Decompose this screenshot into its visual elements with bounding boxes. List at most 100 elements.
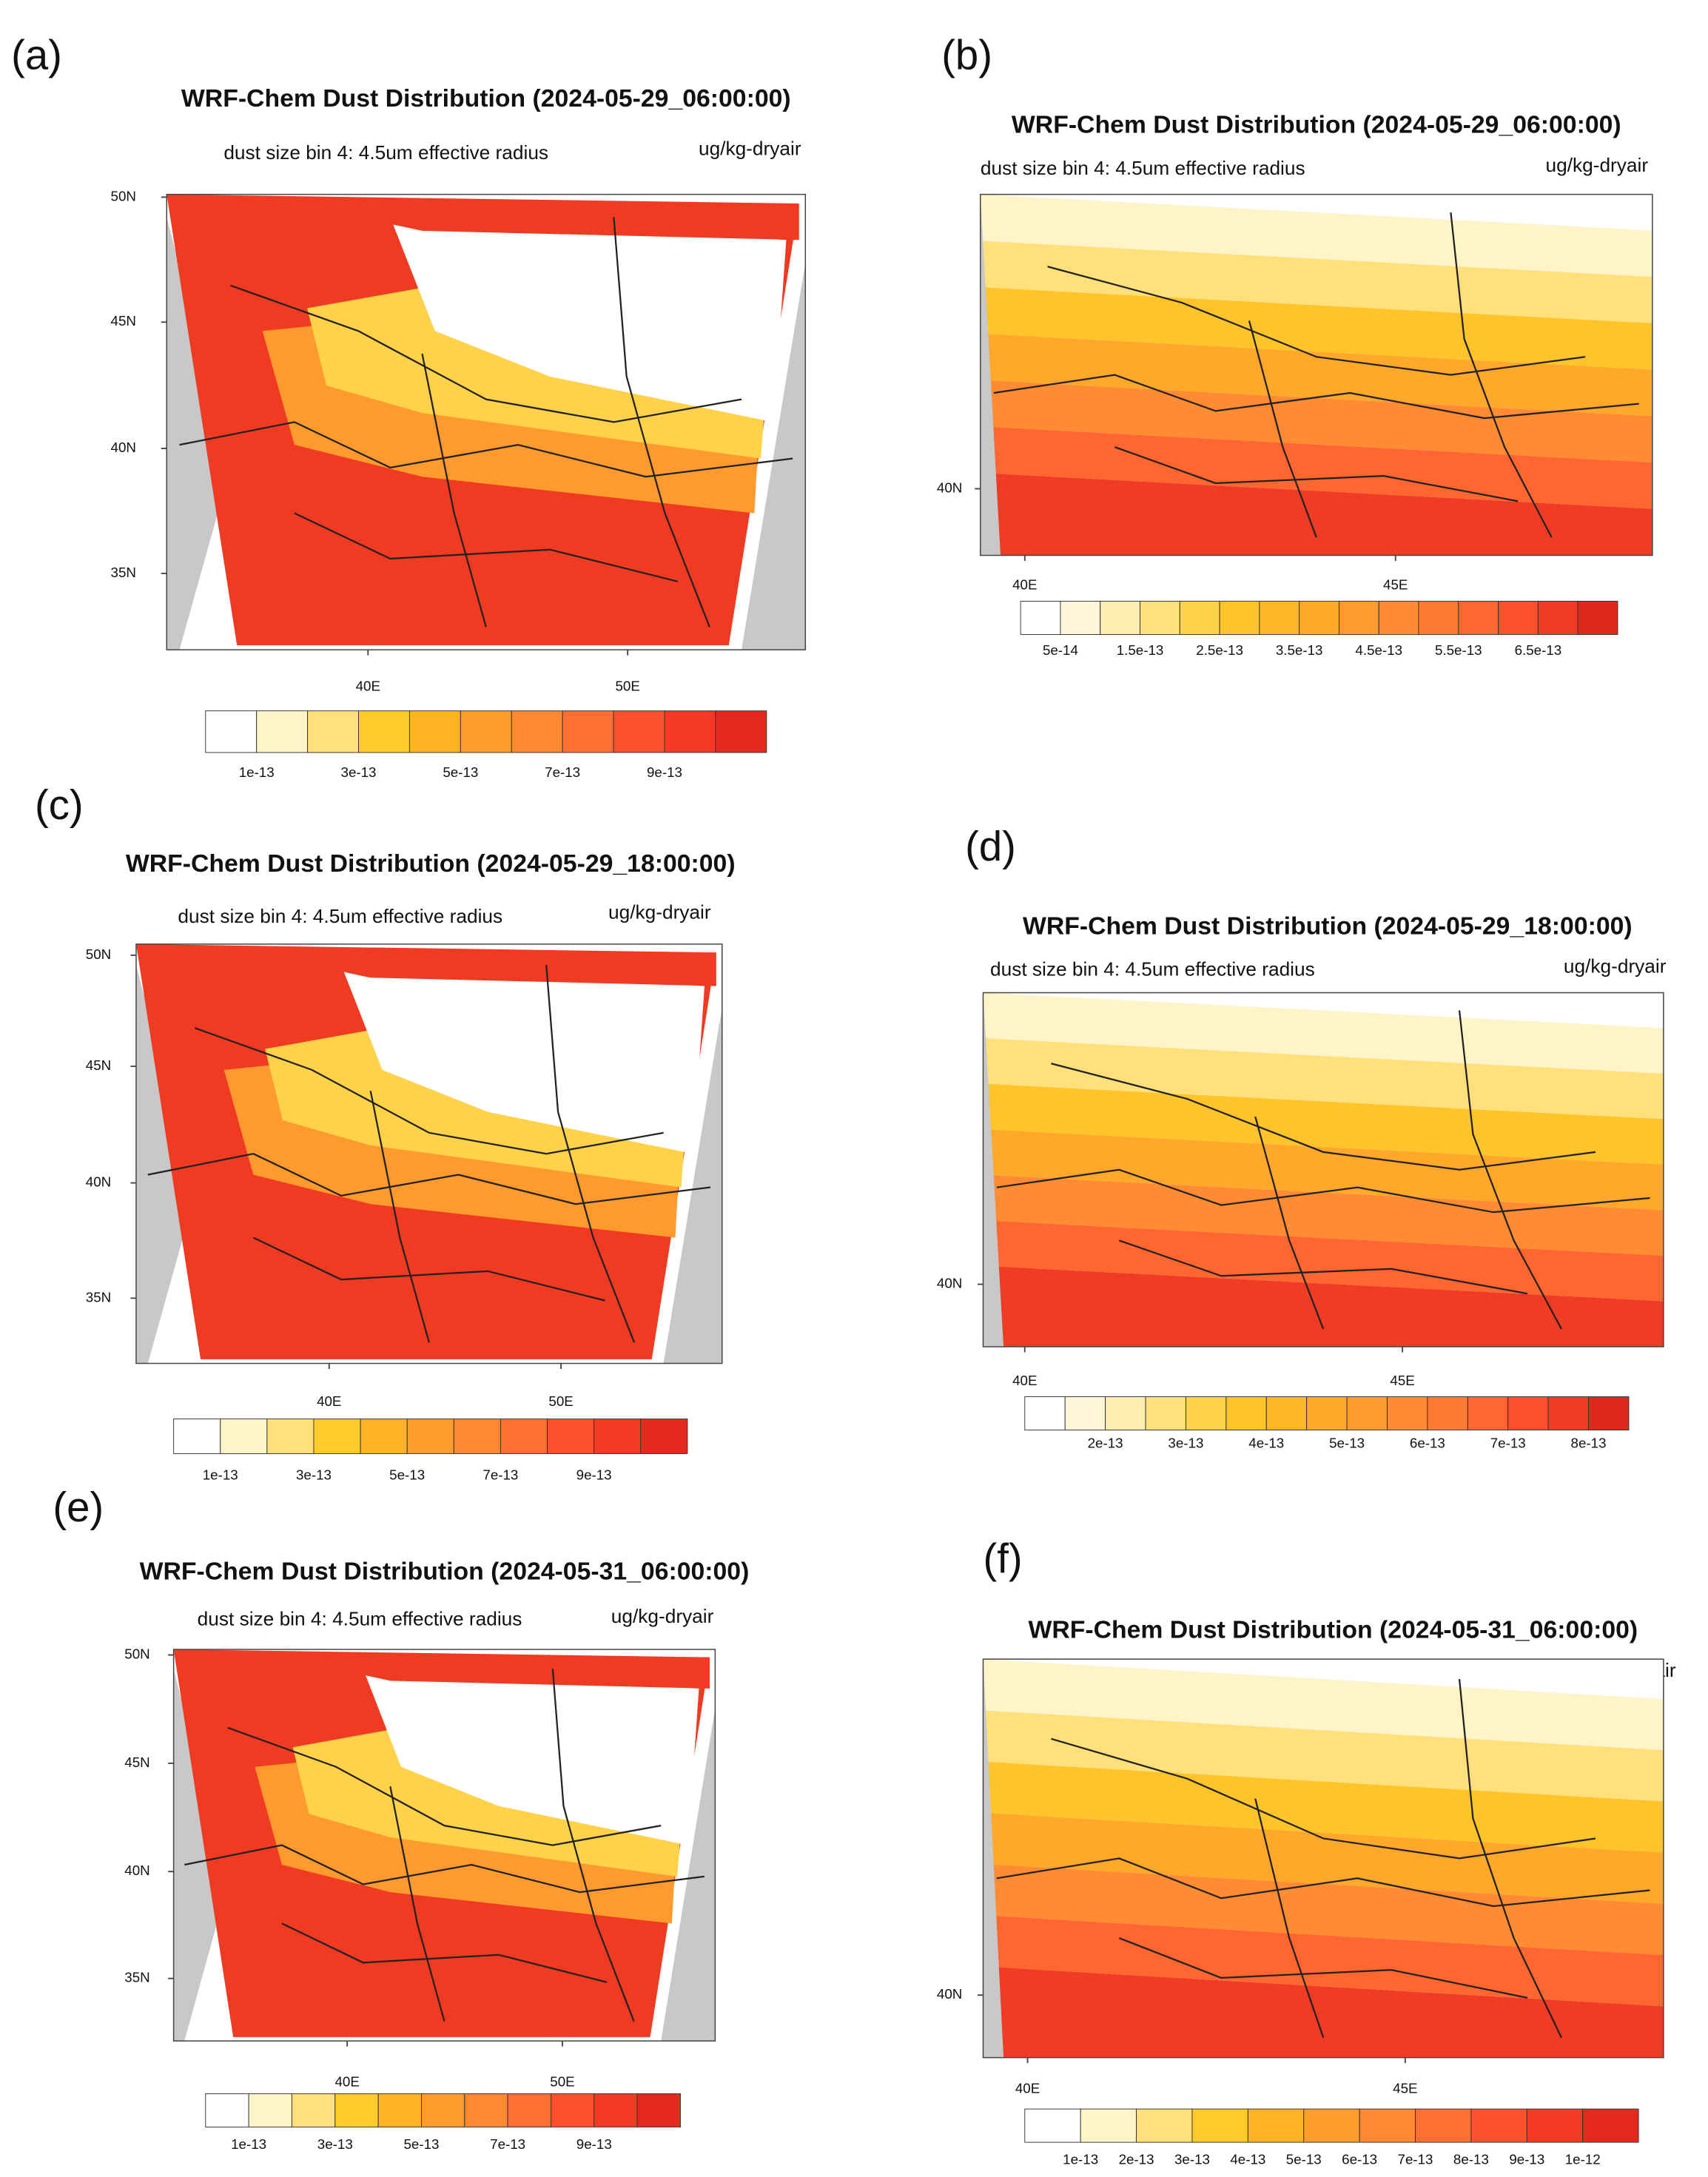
border-line — [147, 1153, 711, 1205]
colorbar-box — [406, 1419, 454, 1454]
border-line — [545, 965, 636, 1343]
colorbar-label: 5.5e-13 — [1435, 642, 1482, 658]
domain-edge — [983, 992, 1004, 1347]
colorbar-box — [313, 1419, 361, 1454]
colorbar-box — [1259, 600, 1300, 635]
colorbar-box — [636, 2093, 681, 2127]
colorbar-box — [613, 710, 665, 753]
dust-band — [980, 426, 1652, 509]
panel-subtitle: dust size bin 4: 4.5um effective radius — [223, 141, 548, 164]
land-gray — [135, 965, 195, 1364]
colorbar-label: 3e-13 — [1168, 1435, 1203, 1450]
colorbar-box — [1140, 600, 1180, 635]
colorbar-label: 4e-13 — [1248, 1435, 1284, 1450]
clear-area — [363, 1669, 699, 1845]
border-line — [1458, 1678, 1562, 2039]
dust-band — [983, 992, 1664, 1074]
lon-tick-label: 40E — [356, 679, 380, 694]
colorbar-label: 5e-13 — [1286, 2151, 1322, 2167]
panel-label: (f) — [983, 1535, 1022, 1582]
colorbar-label: 6e-13 — [1342, 2151, 1377, 2167]
colorbar-box — [640, 1419, 688, 1454]
border-line — [996, 1857, 1650, 1908]
colorbar-label: 1e-13 — [1063, 2151, 1098, 2167]
panel-label: (a) — [11, 32, 62, 78]
map — [172, 1649, 716, 2042]
colorbar-label: 5e-13 — [1329, 1435, 1365, 1450]
map-frame — [135, 943, 723, 1365]
border-line — [1047, 266, 1586, 376]
colorbar-label: 8e-13 — [1453, 2151, 1489, 2167]
lat-tick-label: 50N — [86, 946, 111, 962]
lon-tick-label: 40E — [1012, 1373, 1037, 1388]
colorbar-label: 1e-13 — [203, 1467, 238, 1482]
dust-band — [980, 473, 1652, 556]
colorbar-box — [408, 710, 461, 753]
border-line — [294, 512, 678, 582]
panel-label: (d) — [965, 823, 1016, 869]
colorbar-label: 6e-13 — [1410, 1435, 1445, 1450]
map-frame — [166, 193, 807, 650]
colorbar-box — [1024, 1396, 1066, 1431]
colorbar-label: 4e-13 — [1230, 2151, 1265, 2167]
map — [982, 1658, 1664, 2059]
border-line — [227, 1726, 662, 1846]
lon-tick-label: 45E — [1383, 577, 1408, 593]
colorbar-label: 3e-13 — [341, 764, 377, 780]
colorbar-box — [205, 710, 258, 753]
units-label: ug/kg-dryair — [611, 1605, 714, 1627]
lon-tick-label: 45E — [1390, 1373, 1414, 1388]
colorbar-box — [1247, 2108, 1305, 2143]
colorbar-box — [1185, 1396, 1227, 1431]
border-line — [1118, 1239, 1528, 1295]
colorbar-box — [1359, 2108, 1416, 2143]
border-line — [281, 1922, 608, 1983]
colorbar-label: 1e-13 — [231, 2136, 266, 2152]
dust-band — [983, 1915, 1664, 2007]
colorbar-label: 5e-14 — [1043, 642, 1078, 658]
colorbar-box — [547, 1419, 595, 1454]
colorbar-box — [307, 710, 359, 753]
lon-tick-label: 40E — [1012, 577, 1037, 593]
colorbar-label: 3e-13 — [317, 2136, 353, 2152]
colorbar-label: 9e-13 — [576, 1467, 612, 1482]
panel-title: WRF-Chem Dust Distribution (2024-05-31_0… — [1028, 1616, 1638, 1644]
dust-band — [281, 1657, 710, 1689]
border-line — [184, 1844, 705, 1894]
clear-area — [390, 217, 787, 423]
lon-tick-label: 50E — [615, 679, 639, 694]
colorbar-box — [334, 2093, 379, 2127]
colorbar-box — [1303, 2108, 1360, 2143]
dust-band — [983, 1864, 1664, 1956]
dust-band — [983, 1038, 1664, 1120]
dust-band — [294, 203, 799, 240]
colorbar-label: 5e-13 — [389, 1467, 425, 1482]
map-frame — [172, 1649, 716, 2042]
colorbar-label: 1.5e-13 — [1117, 642, 1164, 658]
colorbar-box — [460, 710, 512, 753]
colorbar-box — [1577, 600, 1618, 635]
colorbar-box — [1219, 600, 1260, 635]
lat-tick-label: 40N — [111, 440, 136, 455]
colorbar-box — [1338, 600, 1379, 635]
units-label: ug/kg-dryair — [699, 138, 801, 160]
colorbar-box — [511, 710, 563, 753]
colorbar-box — [1100, 600, 1140, 635]
colorbar-box — [664, 710, 716, 753]
units-label: ug/kg-dryair — [608, 901, 711, 923]
colorbar-box — [1060, 600, 1101, 635]
colorbar-box — [1191, 2108, 1248, 2143]
colorbar-box — [1020, 600, 1061, 635]
border-line — [230, 284, 742, 423]
colorbar-box — [1470, 2108, 1527, 2143]
colorbar-box — [453, 1419, 501, 1454]
dust-band — [980, 240, 1652, 323]
map — [982, 992, 1664, 1347]
colorbar-box — [360, 1419, 408, 1454]
colorbar-label: 2e-13 — [1088, 1435, 1123, 1450]
border-line — [613, 217, 710, 627]
lat-tick-label: 40N — [124, 1863, 149, 1878]
colorbar-box — [358, 710, 410, 753]
panel-label: (b) — [941, 32, 992, 78]
colorbar-box — [1024, 2108, 1081, 2143]
